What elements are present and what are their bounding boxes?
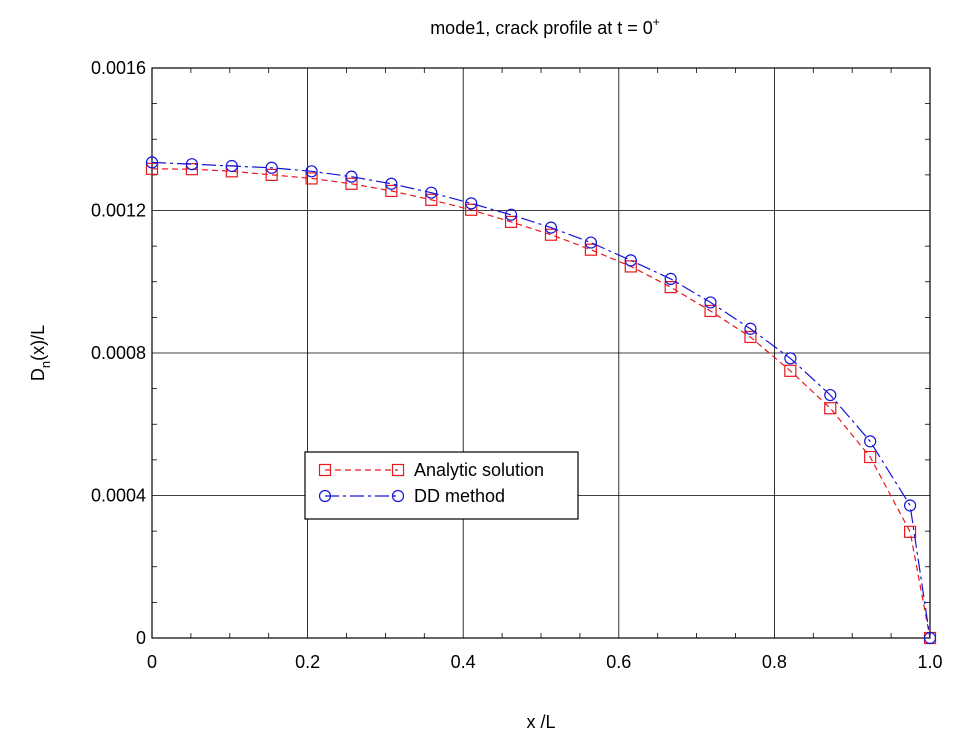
data-point — [664, 280, 677, 294]
data-point — [425, 193, 438, 206]
plot-frame — [151, 67, 931, 639]
legend-box — [304, 451, 579, 520]
title-main: mode1, crack profile at t = 0 — [430, 18, 653, 38]
data-point — [345, 177, 358, 190]
data-point — [903, 499, 917, 512]
data-point — [185, 158, 199, 171]
data-point — [385, 184, 398, 198]
data-point — [784, 364, 797, 377]
x-tick-label: 0.8 — [762, 652, 787, 672]
title: mode1, crack profile at t = 0+ — [430, 15, 660, 38]
data-point — [465, 197, 478, 210]
series-circle — [145, 156, 937, 645]
series-line — [151, 161, 931, 639]
data-point — [864, 435, 877, 448]
title-superscript: + — [653, 15, 660, 29]
x-axis-title: x /L — [526, 712, 555, 732]
y-axis-title-rest: (x)/L — [28, 325, 48, 361]
svg-text:mode1, crack profile at t = 0+: mode1, crack profile at t = 0+ — [430, 15, 660, 38]
legend-entry: Analytic solution — [318, 460, 544, 480]
legend-marker-start — [318, 463, 332, 477]
x-tick-label: 0 — [147, 652, 157, 672]
data-point — [624, 260, 637, 273]
data-point — [504, 215, 518, 228]
legend-marker-end — [391, 463, 405, 477]
data-point — [425, 186, 438, 199]
data-point — [305, 165, 318, 178]
data-point — [145, 156, 159, 169]
data-point — [624, 254, 637, 267]
y-tick-label: 0.0008 — [91, 343, 146, 363]
data-point — [744, 322, 757, 335]
data-point — [824, 402, 837, 415]
legend-entry: DD method — [318, 486, 505, 506]
data-point — [704, 296, 717, 309]
data-point — [305, 172, 318, 185]
data-point — [923, 631, 937, 645]
data-point — [544, 221, 558, 234]
legend-label: DD method — [414, 486, 505, 506]
legend-entries: Analytic solution DD method — [318, 460, 544, 506]
y-tick-label: 0.0016 — [91, 58, 146, 78]
data-point — [864, 450, 877, 464]
data-point — [704, 304, 717, 318]
minor-ticks — [152, 68, 930, 638]
data-point — [544, 228, 558, 241]
series-line — [151, 168, 931, 639]
data-point — [225, 159, 238, 173]
legend-marker-start — [318, 489, 332, 503]
legend-marker-end — [391, 489, 405, 503]
data-point — [385, 177, 398, 190]
x-tick-labels: 0 0.2 0.4 0.6 0.8 1.0 — [147, 652, 943, 672]
data-point — [185, 163, 199, 176]
legend-label: Analytic solution — [414, 460, 544, 480]
legend: Analytic solution DD method — [304, 451, 579, 520]
data-point — [744, 330, 757, 344]
series-square — [145, 162, 937, 645]
data-point — [903, 525, 917, 538]
y-tick-label: 0 — [136, 628, 146, 648]
data-point — [584, 243, 597, 256]
data-point — [584, 236, 597, 249]
y-axis-title: Dn(x)/L — [28, 325, 53, 381]
series-layer — [145, 156, 937, 645]
y-tick-label: 0.0004 — [91, 486, 146, 506]
y-axis-title-subscript: n — [38, 361, 53, 368]
data-point — [265, 161, 278, 174]
grid — [152, 68, 930, 638]
y-axis-title-main: D — [28, 368, 48, 381]
data-point — [664, 272, 677, 285]
x-tick-label: 0.2 — [295, 652, 320, 672]
y-tick-label: 0.0012 — [91, 201, 146, 221]
data-point — [784, 352, 797, 365]
data-point — [145, 162, 159, 175]
data-point — [824, 388, 837, 402]
x-tick-label: 0.4 — [451, 652, 476, 672]
y-tick-labels: 0 0.0004 0.0008 0.0012 0.0016 — [91, 58, 146, 648]
data-point — [465, 203, 478, 216]
x-tick-label: 0.6 — [606, 652, 631, 672]
data-point — [504, 208, 518, 221]
data-point — [265, 168, 278, 181]
data-point — [345, 170, 358, 183]
x-tick-label: 1.0 — [917, 652, 942, 672]
